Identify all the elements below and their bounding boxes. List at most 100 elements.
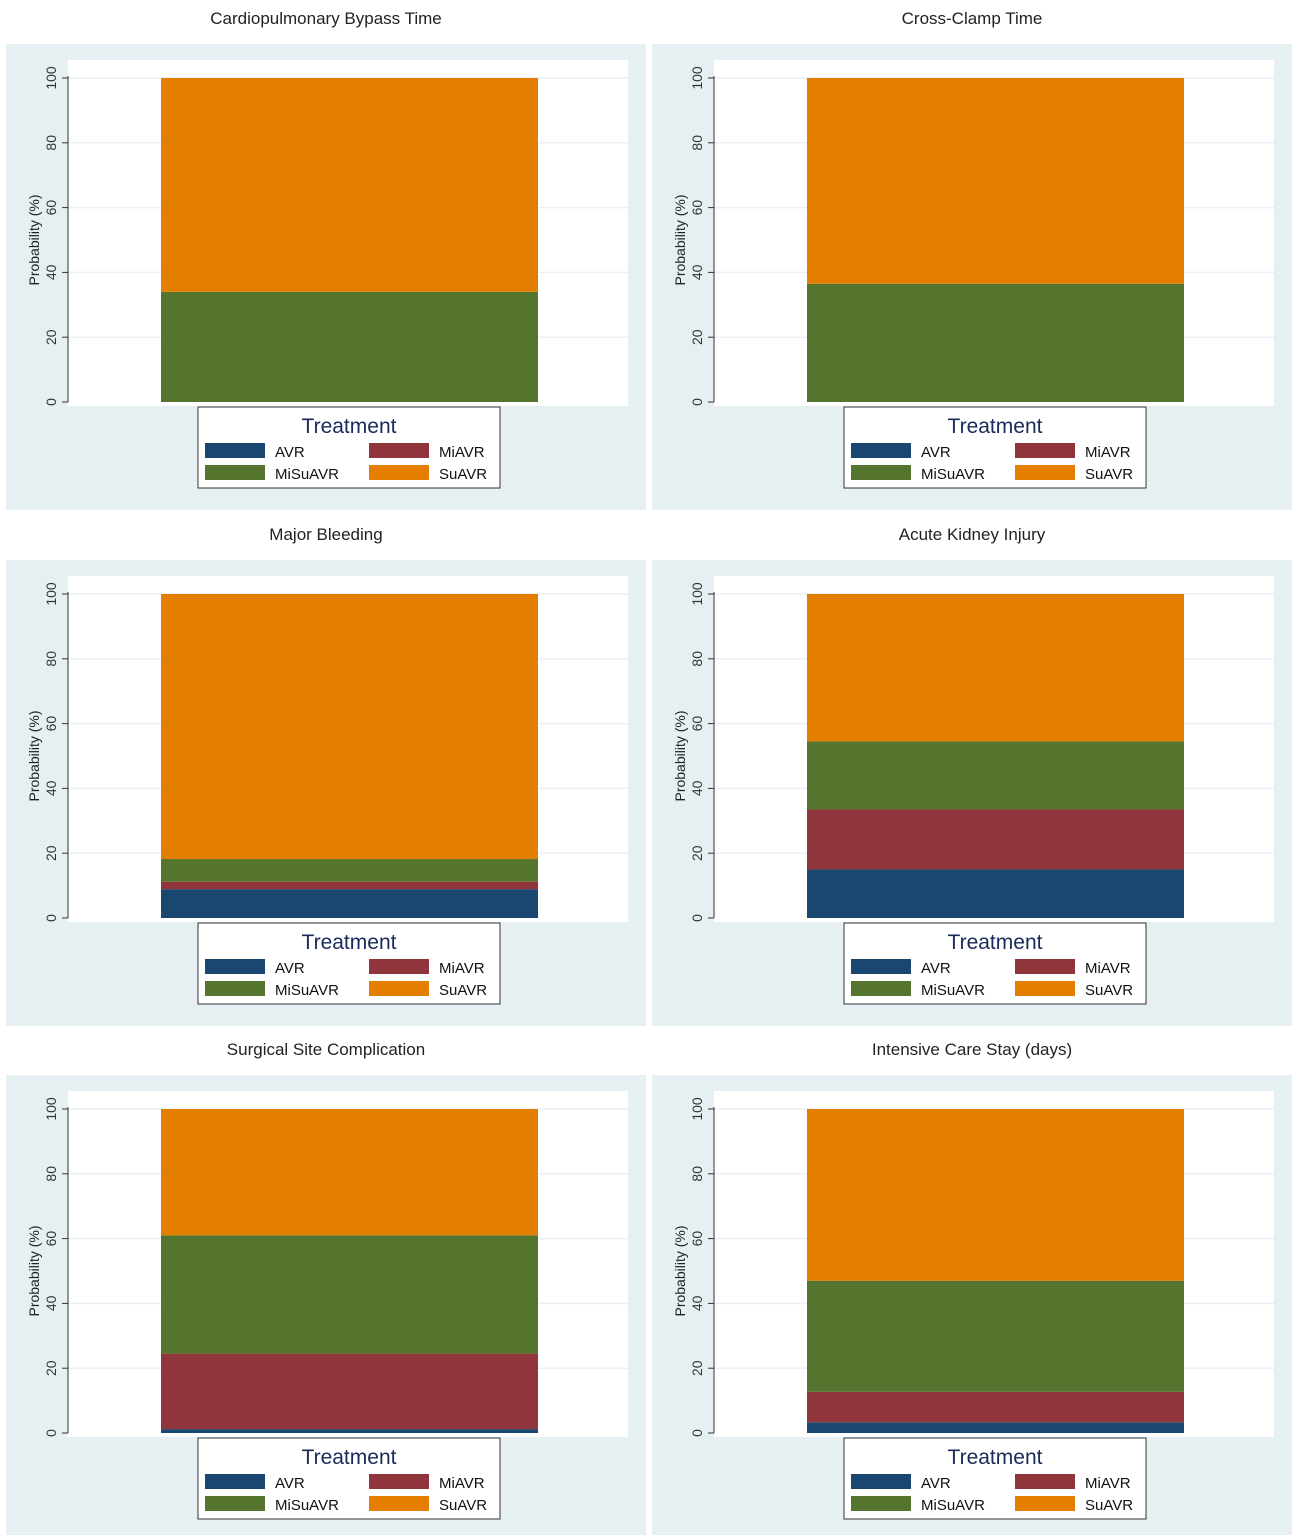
- bar-segment-suavr: [807, 594, 1184, 742]
- legend-swatch-misuavr: [205, 1496, 265, 1511]
- legend-label-suavr: SuAVR: [1085, 982, 1133, 999]
- y-tick-label: 0: [43, 914, 59, 922]
- legend-label-suavr: SuAVR: [1085, 466, 1133, 483]
- bar-segment-suavr: [161, 1109, 538, 1236]
- legend-label-avr: AVR: [275, 444, 305, 461]
- legend: Treatment AVR MiAVR MiSuAVR SuAVR: [197, 1437, 501, 1520]
- legend-swatch-miavr: [369, 959, 429, 974]
- legend-label-avr: AVR: [921, 960, 951, 977]
- y-tick-label: 0: [43, 398, 59, 406]
- legend: Treatment AVR MiAVR MiSuAVR SuAVR: [843, 1437, 1147, 1520]
- legend-swatch-suavr: [1015, 465, 1075, 480]
- bar-segment-suavr: [807, 78, 1184, 284]
- chart-title: Cross-Clamp Time: [902, 9, 1043, 28]
- legend-swatch-misuavr: [205, 981, 265, 996]
- bar-segment-suavr: [161, 78, 538, 292]
- y-tick-label: 40: [689, 1295, 705, 1311]
- legend-swatch-miavr: [1015, 1474, 1075, 1489]
- bar-segment-avr: [807, 869, 1184, 918]
- chart-title: Intensive Care Stay (days): [872, 1040, 1072, 1059]
- chart-panel-4: Acute Kidney Injury 0 20 40 60 80 100 Probabili…: [652, 525, 1292, 1026]
- chart-title: Cardiopulmonary Bypass Time: [210, 9, 441, 28]
- bar-segment-misuavr: [161, 859, 538, 882]
- legend-label-miavr: MiAVR: [439, 1475, 485, 1492]
- y-axis-label: Probability (%): [26, 194, 42, 285]
- y-tick-label: 0: [43, 1429, 59, 1437]
- y-tick-label: 0: [689, 914, 705, 922]
- legend-title: Treatment: [948, 415, 1043, 438]
- bar-segment-misuavr: [161, 1235, 538, 1354]
- legend-label-miavr: MiAVR: [1085, 1475, 1131, 1492]
- legend-swatch-avr: [205, 1474, 265, 1489]
- y-tick-label: 80: [689, 651, 705, 667]
- y-tick-label: 20: [689, 845, 705, 861]
- legend-label-miavr: MiAVR: [1085, 960, 1131, 977]
- legend-label-misuavr: MiSuAVR: [921, 1497, 985, 1514]
- legend: Treatment AVR MiAVR MiSuAVR SuAVR: [843, 406, 1147, 489]
- y-tick-label: 0: [689, 1429, 705, 1437]
- legend-swatch-avr: [205, 959, 265, 974]
- legend-label-miavr: MiAVR: [439, 444, 485, 461]
- bar-segment-misuavr: [807, 741, 1184, 810]
- bar-segment-miavr: [161, 881, 538, 890]
- legend-label-miavr: MiAVR: [1085, 444, 1131, 461]
- legend-swatch-avr: [205, 443, 265, 458]
- y-axis-label: Probability (%): [672, 710, 688, 801]
- bar-segment-avr: [807, 1422, 1184, 1433]
- bar-segment-suavr: [807, 1109, 1184, 1281]
- legend-swatch-miavr: [369, 1474, 429, 1489]
- y-tick-label: 20: [43, 329, 59, 345]
- legend-swatch-miavr: [1015, 959, 1075, 974]
- bar-segment-avr: [161, 1429, 538, 1433]
- chart-title: Major Bleeding: [269, 525, 382, 544]
- legend-swatch-suavr: [369, 981, 429, 996]
- legend-swatch-suavr: [369, 1496, 429, 1511]
- y-tick-label: 40: [43, 1295, 59, 1311]
- y-tick-label: 80: [689, 135, 705, 151]
- y-tick-label: 60: [43, 200, 59, 216]
- y-axis-label: Probability (%): [672, 1225, 688, 1316]
- legend: Treatment AVR MiAVR MiSuAVR SuAVR: [197, 922, 501, 1005]
- y-tick-label: 20: [43, 1360, 59, 1376]
- legend-title: Treatment: [302, 415, 397, 438]
- legend-title: Treatment: [948, 1446, 1043, 1469]
- chart-panel-5: Surgical Site Complication 0 20 40 60 80 100 Pr…: [6, 1040, 646, 1540]
- legend-swatch-misuavr: [851, 465, 911, 480]
- y-tick-label: 100: [689, 582, 705, 606]
- y-tick-label: 40: [689, 780, 705, 796]
- bar-segment-miavr: [807, 809, 1184, 870]
- chart-title: Surgical Site Complication: [227, 1040, 425, 1059]
- bar-segment-misuavr: [807, 283, 1184, 402]
- chart-panel-6: Intensive Care Stay (days) 0 20 40 60 80 100 Pr…: [652, 1040, 1292, 1540]
- y-tick-label: 40: [43, 264, 59, 280]
- legend-swatch-avr: [851, 1474, 911, 1489]
- bar-segment-avr: [161, 889, 538, 918]
- legend-title: Treatment: [948, 931, 1043, 954]
- y-tick-label: 100: [43, 1097, 59, 1121]
- legend-swatch-avr: [851, 443, 911, 458]
- y-tick-label: 20: [689, 329, 705, 345]
- legend-label-avr: AVR: [921, 444, 951, 461]
- bar-segment-misuavr: [807, 1280, 1184, 1392]
- y-tick-label: 60: [689, 1231, 705, 1247]
- legend-label-suavr: SuAVR: [439, 982, 487, 999]
- y-tick-label: 80: [43, 1166, 59, 1182]
- legend-label-suavr: SuAVR: [439, 466, 487, 483]
- y-tick-label: 60: [43, 1231, 59, 1247]
- y-tick-label: 80: [43, 651, 59, 667]
- y-axis-label: Probability (%): [26, 710, 42, 801]
- legend-label-avr: AVR: [921, 1475, 951, 1492]
- legend-title: Treatment: [302, 931, 397, 954]
- y-tick-label: 60: [689, 716, 705, 732]
- legend-label-miavr: MiAVR: [439, 960, 485, 977]
- legend: Treatment AVR MiAVR MiSuAVR SuAVR: [843, 922, 1147, 1005]
- legend-swatch-avr: [851, 959, 911, 974]
- legend: Treatment AVR MiAVR MiSuAVR SuAVR: [197, 406, 501, 489]
- y-axis-label: Probability (%): [672, 194, 688, 285]
- legend-label-misuavr: MiSuAVR: [275, 982, 339, 999]
- legend-label-avr: AVR: [275, 960, 305, 977]
- bar-segment-suavr: [161, 594, 538, 860]
- chart-panel-2: Cross-Clamp Time 0 20 40 60 80 100 Probability …: [652, 9, 1292, 510]
